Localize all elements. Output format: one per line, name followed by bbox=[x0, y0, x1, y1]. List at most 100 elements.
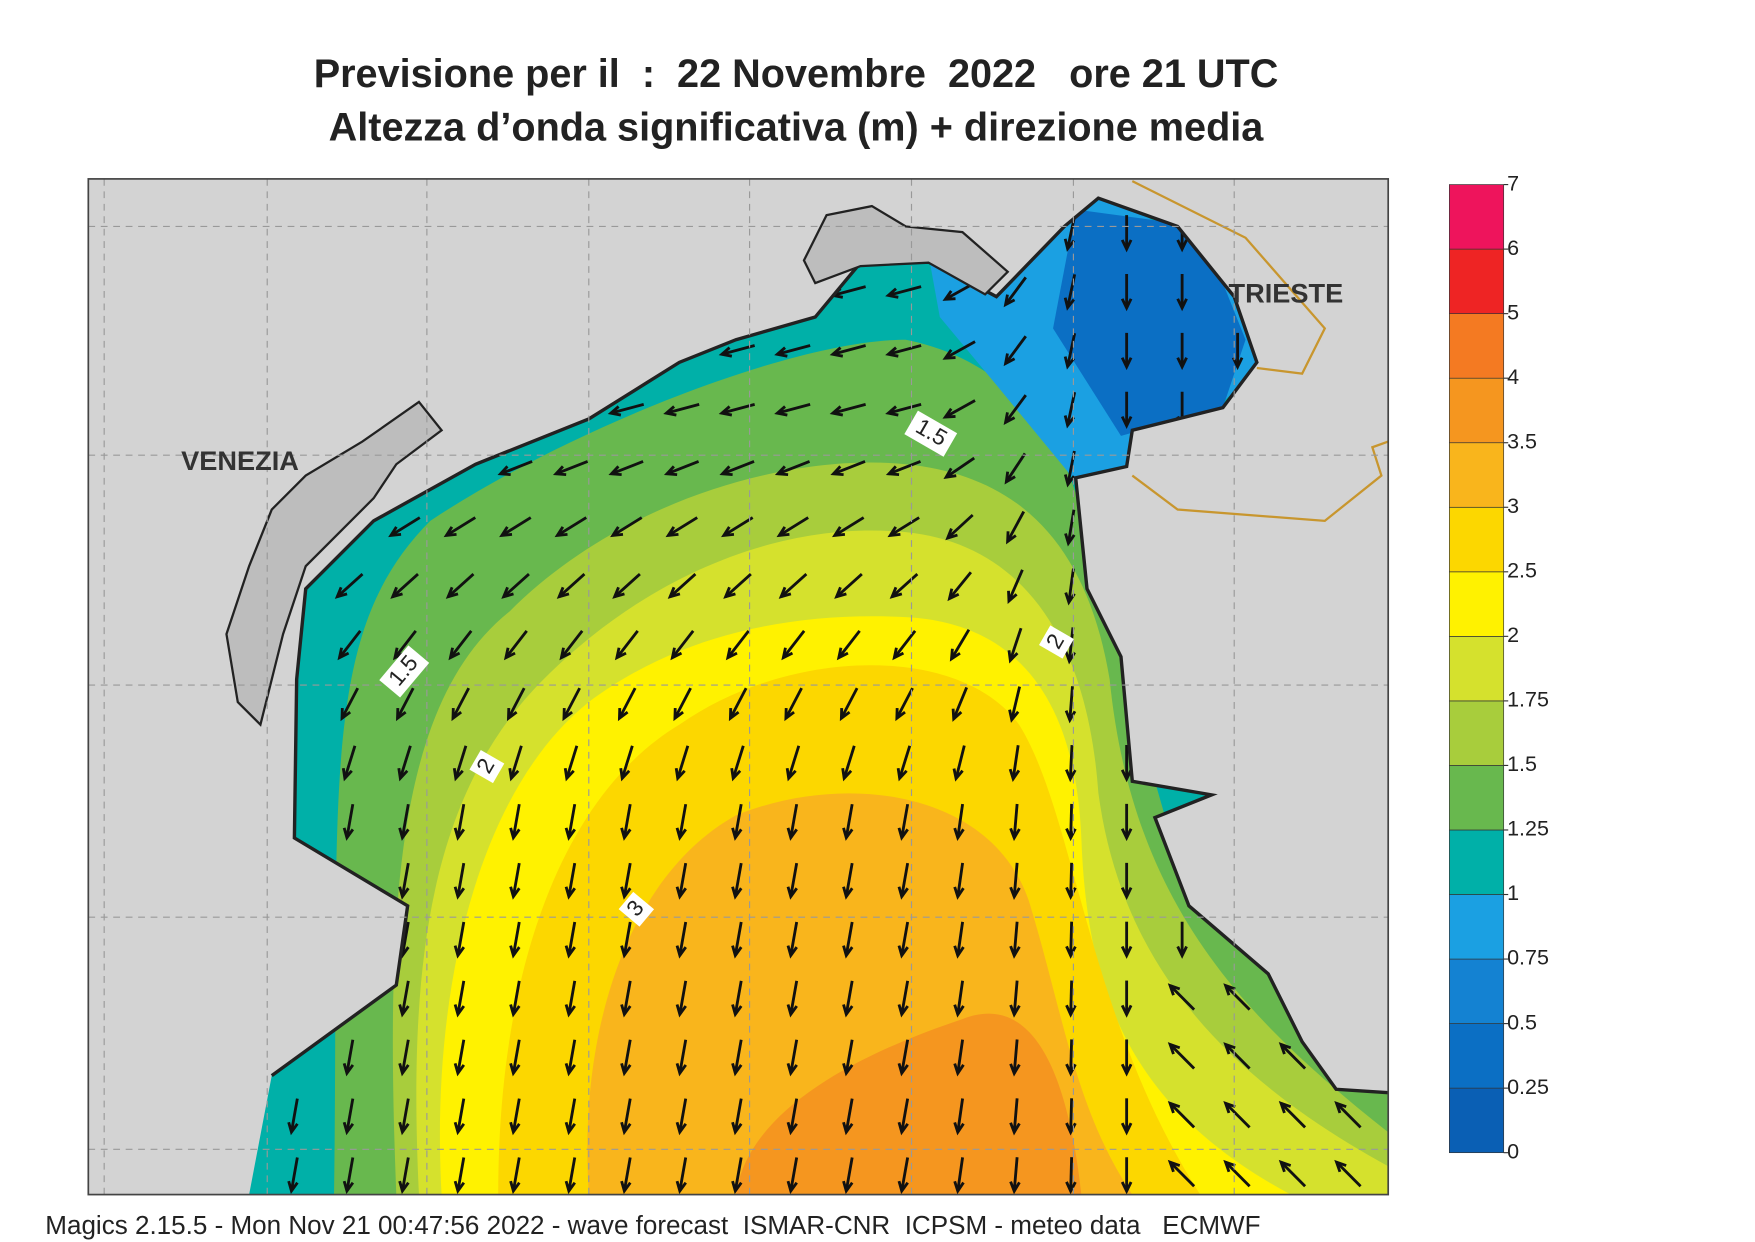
arrow-head bbox=[612, 586, 625, 599]
arrow-shaft bbox=[613, 572, 641, 598]
arrow-shaft bbox=[401, 862, 410, 897]
arrow-shaft bbox=[290, 1157, 299, 1192]
arrow-shaft bbox=[832, 460, 866, 476]
arrow-head bbox=[887, 526, 901, 538]
arrow-head bbox=[1120, 239, 1133, 253]
arrow-shaft bbox=[1169, 1161, 1196, 1188]
colorbar-band bbox=[1449, 636, 1505, 702]
arrow-shaft bbox=[721, 460, 755, 476]
arrow-head bbox=[509, 1180, 521, 1195]
arrow-head bbox=[453, 1121, 466, 1136]
arrow-shaft bbox=[780, 572, 808, 598]
colorbar: 0 0.25 0.5 0.75 1 1.25 1.5 1.75 2 2.5 3 3.5 4 5 6 7 bbox=[1449, 171, 1549, 1163]
arrow-shaft bbox=[782, 629, 806, 659]
arrow-head bbox=[1278, 1042, 1292, 1055]
arrow-shaft bbox=[952, 686, 968, 720]
canvas: Previsione per il : 22 Novembre 2022 ore… bbox=[45, 52, 1549, 1240]
arrow-shaft bbox=[844, 803, 854, 838]
graticule bbox=[88, 178, 1389, 1195]
arrow-head bbox=[337, 647, 350, 661]
arrow-shaft bbox=[1012, 862, 1019, 897]
arrow-head bbox=[452, 767, 464, 782]
title-line1: Previsione per il : 22 Novembre 2022 ore… bbox=[314, 52, 1279, 96]
arrow-shaft bbox=[673, 687, 692, 719]
colorbar-label: 0.25 bbox=[1507, 1075, 1549, 1099]
arrow-head bbox=[453, 1062, 466, 1077]
colorbar-label: 5 bbox=[1507, 300, 1519, 324]
arrow-shaft bbox=[844, 1157, 854, 1192]
band bbox=[1053, 209, 1246, 436]
arrow-head bbox=[949, 648, 961, 662]
arrow-shaft bbox=[456, 1157, 466, 1192]
arrow-shaft bbox=[733, 862, 743, 897]
arrow-shaft bbox=[556, 516, 588, 537]
arrow-head bbox=[897, 1004, 909, 1018]
arrow-shaft bbox=[1068, 745, 1074, 780]
arrow-shaft bbox=[454, 745, 468, 779]
arrow-shaft bbox=[844, 1039, 854, 1074]
arrow-head bbox=[842, 1004, 854, 1018]
arrow-shaft bbox=[1010, 686, 1021, 721]
arrow-shaft bbox=[456, 1098, 466, 1133]
arrow-shaft bbox=[1335, 1102, 1362, 1129]
arrow-shaft bbox=[336, 572, 364, 598]
arrow-head bbox=[885, 405, 899, 417]
arrow-shaft bbox=[401, 1157, 410, 1192]
arrow-head bbox=[953, 1180, 965, 1195]
arrow-shaft bbox=[1069, 921, 1074, 956]
arrow-shaft bbox=[338, 629, 362, 659]
arrow-shaft bbox=[511, 1039, 521, 1074]
arrow-shaft bbox=[1069, 862, 1074, 897]
arrow-head bbox=[563, 767, 575, 782]
arrow-shaft bbox=[956, 803, 964, 838]
arrow-head bbox=[509, 1121, 521, 1136]
arrow-head bbox=[834, 586, 847, 599]
arrow-head bbox=[453, 827, 466, 841]
arrow-shaft bbox=[345, 1157, 355, 1192]
arrow-head bbox=[786, 1121, 798, 1136]
arrow-head bbox=[951, 708, 963, 722]
arrow-head bbox=[730, 767, 742, 782]
arrow-shaft bbox=[900, 1039, 910, 1074]
arrow-head bbox=[897, 886, 909, 900]
arrow-head bbox=[620, 886, 632, 900]
arrow-head bbox=[897, 1062, 909, 1077]
arrow-head bbox=[398, 886, 410, 900]
arrow-head bbox=[675, 886, 687, 900]
band bbox=[735, 1013, 1082, 1195]
place-label: VENEZIA bbox=[181, 445, 299, 476]
arrow-head bbox=[398, 1004, 410, 1018]
contour-label-group: 1.5 bbox=[904, 410, 958, 457]
arrow-head bbox=[942, 290, 956, 301]
arrow-shaft bbox=[1280, 1043, 1307, 1070]
arrow-shaft bbox=[1067, 627, 1075, 662]
arrow-head bbox=[509, 827, 521, 841]
arrow-head bbox=[953, 1121, 965, 1136]
arrow-head bbox=[1223, 1042, 1236, 1055]
arrow-shaft bbox=[1069, 803, 1074, 838]
arrow-head bbox=[1120, 298, 1133, 312]
arrow-shaft bbox=[1066, 391, 1077, 426]
arrow-head bbox=[731, 886, 743, 900]
arrow-head bbox=[774, 346, 788, 358]
arrow-head bbox=[674, 767, 686, 782]
arrow-shaft bbox=[666, 460, 700, 476]
arrow-shaft bbox=[401, 921, 410, 956]
arrow-head bbox=[398, 1180, 410, 1195]
arrow-shaft bbox=[898, 745, 912, 779]
arrow-head bbox=[1009, 886, 1021, 900]
arrow-head bbox=[342, 1062, 355, 1077]
arrow-shaft bbox=[396, 687, 415, 719]
arrow-shaft bbox=[840, 687, 859, 719]
arrow-head bbox=[552, 465, 567, 477]
coastline bbox=[270, 196, 1389, 1095]
arrow-head bbox=[342, 1121, 355, 1136]
arrow-shaft bbox=[723, 516, 754, 537]
arrow-head bbox=[718, 346, 733, 358]
arrow-head bbox=[786, 1062, 798, 1077]
arrow-head bbox=[1120, 1181, 1133, 1195]
arrow-head bbox=[1009, 1181, 1021, 1195]
arrow-head bbox=[1063, 238, 1075, 252]
arrow-shaft bbox=[678, 1098, 688, 1133]
arrow-head bbox=[1223, 1159, 1236, 1173]
